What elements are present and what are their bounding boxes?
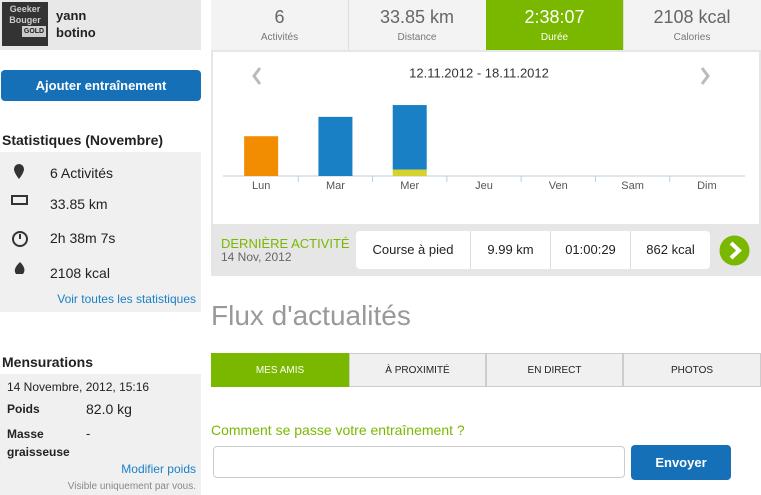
summary-value: 2:38:07 [524,7,585,27]
badge: Geeker Bouger GOLD [2,2,48,46]
post-input[interactable] [213,446,625,478]
user-name[interactable]: yann [56,8,87,23]
bar [392,105,427,170]
x-tick-label: Mer [400,180,419,192]
feed-tab[interactable]: À PROXIMITÉ [349,353,486,387]
chart-title: 12.11.2012 - 18.11.2012 [409,65,549,80]
summary-tile[interactable]: 2108 kcal Calories [623,0,761,50]
summary-tile[interactable]: 33.85 km Distance [348,0,487,50]
activity-cell[interactable]: 9.99 km [471,231,551,269]
stats-title: Statistiques (Novembre) [2,132,164,148]
feed-tab[interactable]: PHOTOS [623,353,761,387]
x-tick-label: Lun [252,180,270,192]
summary-label: Activités [260,32,299,43]
badge-text: GOLD [22,26,46,37]
add-button[interactable]: Ajouter entraînement [1,70,201,101]
stats-link[interactable]: Voir toutes les statistiques [57,292,196,306]
x-tick-label: Mar [326,180,345,192]
next-arrow[interactable] [700,67,710,85]
badge-text: Bouger [9,15,41,25]
bar [244,136,279,176]
go-button[interactable] [719,235,750,266]
measures-link[interactable]: Modifier poids [121,462,196,476]
stat: 2108 kcal [50,265,110,281]
measures-panel [0,374,201,495]
measures-date: 14 Novembre, 2012, 15:16 [7,380,150,394]
summary-value: 2108 kcal [653,7,731,27]
summary-value: 6 [274,7,285,27]
summary-label: Distance [397,32,437,43]
stats-panel [0,152,201,312]
stat-icons [11,164,28,274]
measures-title: Mensurations [2,354,94,370]
badge-text: Geeker [9,4,41,14]
feed-tab[interactable]: MES AMIS [211,353,349,387]
x-tick-label: Sam [621,180,644,192]
measure-label: Poids [7,402,40,416]
activity-cell[interactable]: 862 kcal [631,231,710,269]
feed-tab[interactable]: EN DIRECT [486,353,623,387]
measures-note: Visible uniquement par vous. [67,481,196,492]
activity-cell[interactable]: Course à pied [356,231,471,269]
feed-title: Flux d'actualités [211,300,411,331]
activity-cell[interactable]: 01:00:29 [551,231,631,269]
last-activity-heading: DERNIÈRE ACTIVITÉ [221,236,350,251]
bar [318,116,353,176]
stat: 33.85 km [50,196,108,212]
summary-label: Calories [673,32,711,43]
x-tick-label: Jeu [475,180,493,192]
summary-label: Durée [540,32,569,43]
x-tick-label: Dim [697,180,717,192]
prev-arrow[interactable] [252,67,262,85]
last-activity-date: 14 Nov, 2012 [221,250,292,264]
summary-tile[interactable]: 6 Activités [211,0,349,50]
chart: 12.11.2012 - 18.11.2012 Lun Mar Mer Jeu Ven S… [213,52,759,224]
stat: 2h 38m 7s [50,230,116,246]
stat: 6 Activités [50,165,114,181]
summary-tile[interactable]: 2:38:07 Durée [486,0,624,50]
measure-label: Masse graisseuse [7,427,70,459]
measure-value: - [86,426,91,441]
summary-value: 33.85 km [379,7,455,27]
measure-value: 82.0 kg [86,401,132,417]
send-button[interactable]: Envoyer [631,445,731,480]
user-name[interactable]: botino [56,25,96,40]
bar [392,169,427,176]
feed-prompt: Comment se passe votre entraînement ? [211,422,465,438]
x-tick-label: Ven [549,180,568,192]
